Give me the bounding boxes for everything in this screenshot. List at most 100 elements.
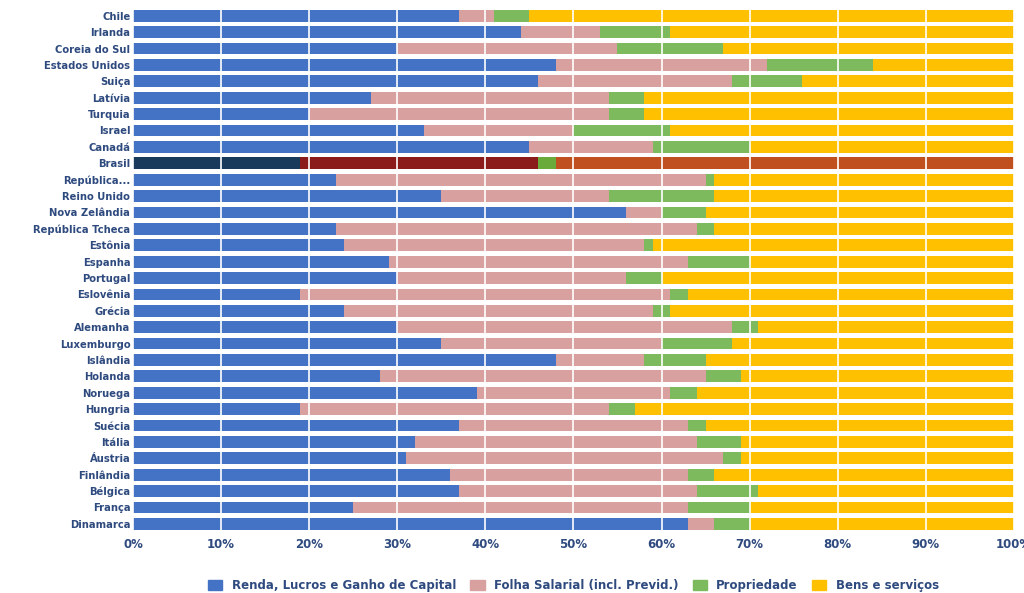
Bar <box>627 272 662 284</box>
Bar <box>133 125 424 136</box>
Bar <box>133 289 300 300</box>
Bar <box>344 305 652 317</box>
Bar <box>133 240 344 251</box>
Bar <box>133 452 407 464</box>
Bar <box>133 485 459 497</box>
Bar <box>608 92 644 104</box>
Bar <box>441 337 662 349</box>
Bar <box>133 354 556 366</box>
Bar <box>662 206 706 218</box>
Bar <box>671 305 1014 317</box>
Bar <box>133 518 688 530</box>
Bar <box>759 321 1014 333</box>
Bar <box>407 452 723 464</box>
Bar <box>715 518 750 530</box>
Bar <box>706 206 1014 218</box>
Bar <box>459 485 696 497</box>
Bar <box>872 59 1014 71</box>
Bar <box>133 190 441 202</box>
Bar <box>671 387 696 398</box>
Bar <box>750 502 1014 514</box>
Bar <box>688 469 715 480</box>
Bar <box>688 256 750 267</box>
Bar <box>723 452 740 464</box>
Bar <box>397 272 627 284</box>
Bar <box>495 10 529 22</box>
Bar <box>662 272 1014 284</box>
Bar <box>133 403 300 415</box>
Bar <box>767 59 872 71</box>
Bar <box>133 157 300 169</box>
Bar <box>688 502 750 514</box>
Bar <box>133 371 380 382</box>
Bar <box>644 92 1014 104</box>
Bar <box>539 157 556 169</box>
Bar <box>380 371 706 382</box>
Bar <box>133 502 353 514</box>
Bar <box>732 337 1014 349</box>
Bar <box>133 420 459 432</box>
Bar <box>608 403 635 415</box>
Bar <box>133 223 336 235</box>
Bar <box>608 190 715 202</box>
Bar <box>539 75 732 87</box>
Bar <box>573 125 671 136</box>
Bar <box>133 256 388 267</box>
Bar <box>671 125 1014 136</box>
Bar <box>415 436 696 448</box>
Bar <box>133 75 539 87</box>
Bar <box>133 26 520 38</box>
Bar <box>476 387 671 398</box>
Bar <box>133 141 529 153</box>
Bar <box>133 206 627 218</box>
Legend: Renda, Lucros e Ganho de Capital, Folha Salarial (incl. Previd.), Propriedade, B: Renda, Lucros e Ganho de Capital, Folha … <box>204 574 943 593</box>
Bar <box>133 43 397 55</box>
Bar <box>556 157 1014 169</box>
Bar <box>688 518 715 530</box>
Bar <box>652 141 750 153</box>
Bar <box>309 108 608 120</box>
Bar <box>803 75 1014 87</box>
Bar <box>759 485 1014 497</box>
Bar <box>652 240 1014 251</box>
Bar <box>644 354 706 366</box>
Bar <box>133 321 397 333</box>
Bar <box>300 157 539 169</box>
Bar <box>706 371 740 382</box>
Bar <box>715 190 1014 202</box>
Bar <box>644 108 1014 120</box>
Bar <box>715 174 1014 186</box>
Bar <box>662 337 732 349</box>
Bar <box>133 59 556 71</box>
Bar <box>336 174 706 186</box>
Bar <box>300 403 608 415</box>
Bar <box>133 108 309 120</box>
Bar <box>671 26 1014 38</box>
Bar <box>608 108 644 120</box>
Bar <box>671 289 688 300</box>
Bar <box>706 420 1014 432</box>
Bar <box>732 321 759 333</box>
Bar <box>371 92 608 104</box>
Bar <box>336 223 696 235</box>
Bar <box>529 10 1014 22</box>
Bar <box>600 26 671 38</box>
Bar <box>133 337 441 349</box>
Bar <box>750 141 1014 153</box>
Bar <box>740 371 1014 382</box>
Bar <box>133 272 397 284</box>
Bar <box>133 469 451 480</box>
Bar <box>459 10 495 22</box>
Bar <box>133 387 476 398</box>
Bar <box>706 174 715 186</box>
Bar <box>652 305 671 317</box>
Bar <box>556 354 644 366</box>
Bar <box>133 305 344 317</box>
Bar <box>529 141 652 153</box>
Bar <box>344 240 644 251</box>
Bar <box>740 452 1014 464</box>
Bar <box>388 256 688 267</box>
Bar <box>715 223 1014 235</box>
Bar <box>715 469 1014 480</box>
Bar <box>133 174 336 186</box>
